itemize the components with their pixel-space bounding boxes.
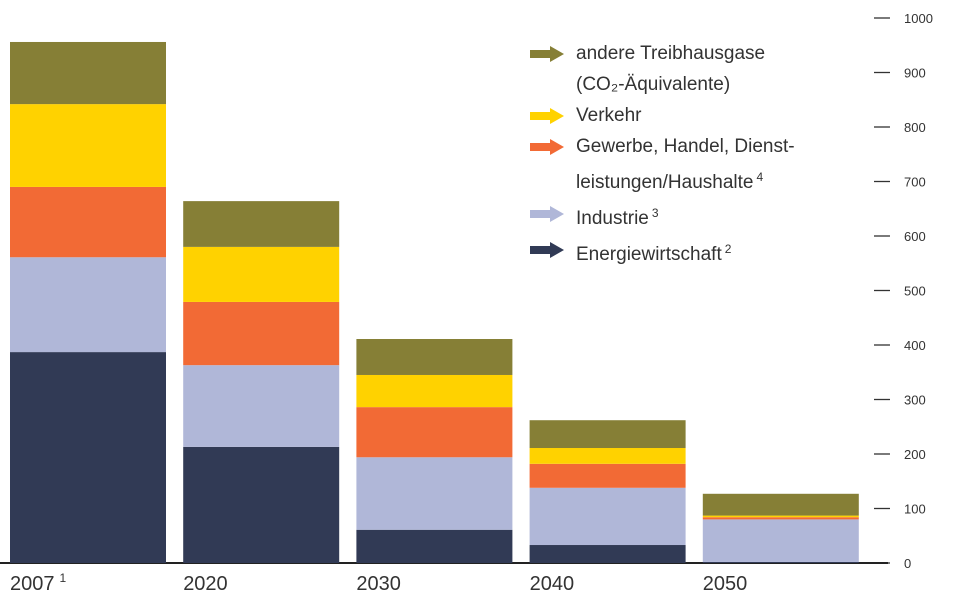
series-name: andere Treibhausgase (CO₂-Äquivalente) [576,43,766,95]
footnote: 2 [724,242,732,256]
category: 2020 [183,573,228,595]
bar-segment [529,420,686,449]
legend-arrow [530,108,564,124]
x-tick-label: 2020 [183,573,228,595]
legend-arrow [530,206,564,222]
y-tick-label: 600 [904,229,926,244]
footnote: 4 [756,170,764,184]
y-tick-label: 400 [904,338,926,353]
category: 2050 [703,573,748,595]
bar-segment [702,517,859,520]
legend-label: Verkehr [576,100,850,131]
series-name: Verkehr [576,105,642,126]
bar-segment [183,365,340,447]
legend-label: Energiewirtschaft 2 [576,234,850,270]
bar-segment [10,104,166,187]
bar-segment [356,339,513,375]
category: 2030 [356,573,401,595]
bar-segment [356,407,513,458]
y-tick-label: 800 [904,120,926,135]
bar-segment [529,448,686,464]
y-tick-label: 1000 [904,11,933,26]
legend-item: Gewerbe, Handel, Dienst­leistungen/Haush… [530,131,850,198]
legend-arrow [530,242,564,258]
bar-segment [356,374,513,408]
legend-label: Gewerbe, Handel, Dienst­leistungen/Haush… [576,131,846,198]
x-tick-label: 2007 1 [10,571,67,595]
legend-label: andere Treibhausgase (CO₂-Äquivalente) [576,38,806,100]
bar-segment [702,493,859,516]
bar-segment [183,201,340,247]
bar-segment [10,257,166,353]
bar-segment [702,561,859,563]
bar-segment [702,519,859,562]
x-tick-label: 2030 [356,573,401,595]
legend-item: Verkehr [530,100,850,131]
legend-arrow [530,139,564,155]
bar-segment [10,352,166,563]
y-tick-label: 500 [904,284,926,299]
series-name: Energiewirtschaft [576,244,722,265]
y-tick-label: 700 [904,175,926,190]
y-tick-label: 300 [904,393,926,408]
legend: andere Treibhausgase (CO₂-Äquivalente) Ve… [530,38,850,270]
bar-segment [183,301,340,366]
bar-segment [529,545,686,563]
y-tick-label: 0 [904,556,911,571]
bar-segment [183,446,340,563]
bar-segment [183,246,340,302]
x-tick-label: 2040 [530,573,575,595]
legend-arrow [530,46,564,62]
bar-segment [356,457,513,530]
category: 2007 [10,573,55,595]
x-tick-label: 2050 [703,573,748,595]
legend-item: Industrie 3 [530,198,850,234]
bar-segment [356,529,513,563]
footnote: 1 [60,571,67,585]
footnote: 3 [651,206,659,220]
y-tick-label: 200 [904,447,926,462]
bar-segment [529,487,686,546]
y-tick-label: 900 [904,66,926,81]
legend-label: Industrie 3 [576,198,850,234]
series-name: Industrie [576,208,649,229]
category: 2040 [530,573,575,595]
bar-segment [10,186,166,258]
y-tick-label: 100 [904,502,926,517]
series-name: Gewerbe, Handel, Dienst­leistungen/Haush… [576,136,795,193]
legend-item: andere Treibhausgase (CO₂-Äquivalente) [530,38,850,100]
legend-item: Energiewirtschaft 2 [530,234,850,270]
bar-segment [702,515,859,518]
bar-segment [10,41,166,105]
bar-segment [529,463,686,488]
